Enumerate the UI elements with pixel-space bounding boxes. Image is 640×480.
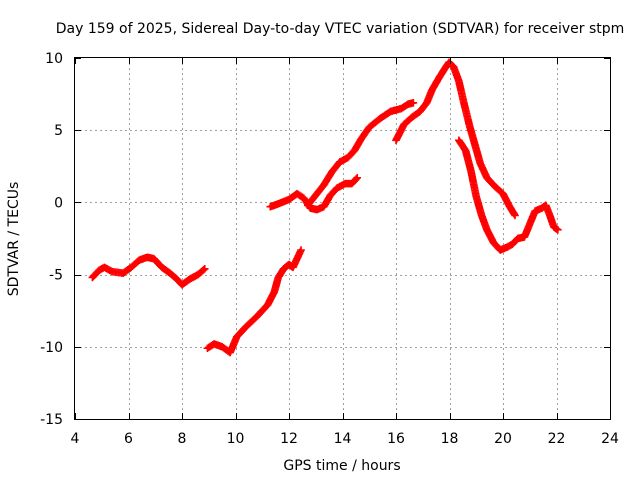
plot-frame bbox=[74, 57, 611, 420]
data-point bbox=[297, 246, 305, 254]
data-point bbox=[554, 226, 562, 234]
x-tick-label: 22 bbox=[548, 431, 566, 447]
y-tick-label: 10 bbox=[45, 51, 63, 67]
chart-title: Day 159 of 2025, Sidereal Day-to-day VTE… bbox=[56, 21, 625, 37]
x-tick-label: 4 bbox=[71, 431, 80, 447]
series-arc bbox=[392, 58, 519, 220]
x-tick-label: 20 bbox=[494, 431, 512, 447]
y-tick-label: -10 bbox=[40, 340, 63, 356]
data-point bbox=[200, 265, 209, 273]
series-arc bbox=[455, 136, 562, 254]
data-point bbox=[353, 174, 362, 182]
y-tick-label: -5 bbox=[49, 268, 63, 284]
grid-lines bbox=[75, 58, 610, 419]
y-tick-label: 0 bbox=[54, 195, 63, 211]
x-tick-label: 24 bbox=[601, 431, 619, 447]
x-tick-label: 8 bbox=[178, 431, 187, 447]
x-tick-label: 16 bbox=[387, 431, 405, 447]
x-axis-label: GPS time / hours bbox=[283, 458, 400, 474]
y-tick-label: 5 bbox=[54, 123, 63, 139]
data-point bbox=[352, 175, 360, 183]
data-point bbox=[409, 98, 418, 107]
series-arc bbox=[266, 174, 362, 214]
x-tick-label: 18 bbox=[441, 431, 459, 447]
x-tick-label: 14 bbox=[334, 431, 352, 447]
data-points bbox=[88, 58, 562, 357]
data-point bbox=[199, 265, 208, 274]
x-tick-label: 10 bbox=[227, 431, 245, 447]
series-arc bbox=[88, 253, 209, 289]
y-axis-label: SDTVAR / TECUs bbox=[6, 182, 22, 297]
x-tick-label: 6 bbox=[124, 431, 133, 447]
y-tick-labels: -15 -10 -5 0 5 10 bbox=[40, 51, 63, 428]
x-tick-label: 12 bbox=[280, 431, 298, 447]
x-tick-labels: 4 6 8 10 12 14 16 18 20 22 24 bbox=[71, 431, 619, 447]
series-arc bbox=[303, 98, 418, 210]
axis-ticks bbox=[75, 58, 611, 420]
data-point bbox=[511, 211, 519, 220]
series-arc bbox=[203, 246, 305, 357]
y-tick-label: -15 bbox=[40, 412, 63, 428]
